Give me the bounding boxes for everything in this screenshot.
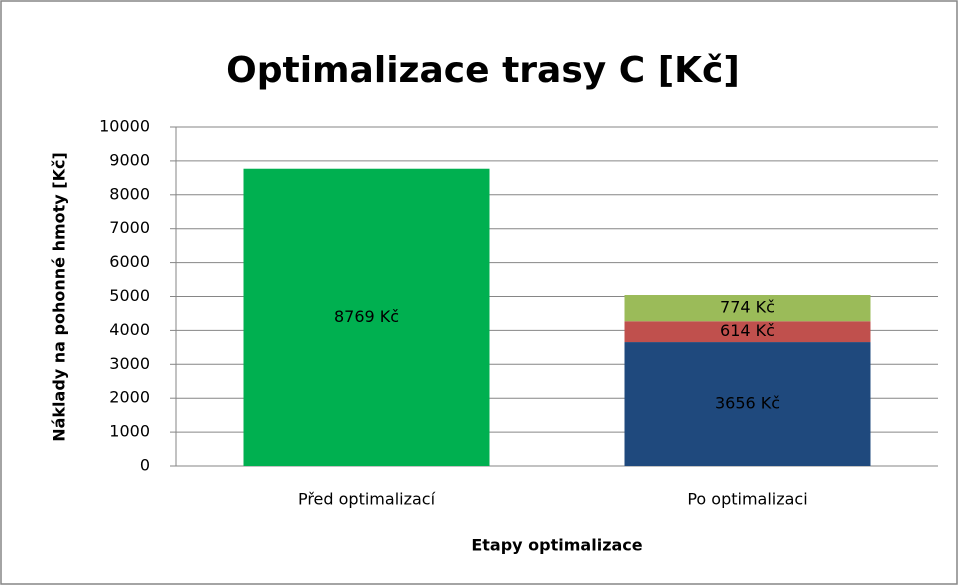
y-tick-label: 2000 [109, 388, 150, 407]
y-tick-label: 8000 [109, 184, 150, 203]
y-tick-label: 0 [140, 456, 150, 475]
data-label: 774 Kč [720, 298, 775, 317]
y-tick-label: 6000 [109, 252, 150, 271]
y-tick-label: 3000 [109, 354, 150, 373]
bar-segment [624, 321, 871, 343]
x-tick-label: Po optimalizaci [687, 490, 807, 509]
bar-segment [624, 342, 871, 466]
chart-title: Optimalizace trasy C [Kč] [226, 50, 740, 91]
data-label: 3656 Kč [715, 394, 780, 413]
bar-segment [624, 295, 871, 322]
y-tick-label: 10000 [99, 117, 150, 136]
data-label: 614 Kč [720, 321, 775, 340]
y-axis-label: Náklady na pohonné hmoty [Kč] [50, 152, 69, 442]
x-tick-label: Před optimalizací [298, 490, 436, 509]
y-tick-label: 7000 [109, 218, 150, 237]
y-tick-label: 4000 [109, 320, 150, 339]
data-label: 8769 Kč [334, 307, 399, 326]
y-tick-label: 5000 [109, 286, 150, 305]
y-tick-label: 9000 [109, 150, 150, 169]
x-axis-label: Etapy optimalizace [471, 536, 642, 555]
bar-segment [243, 168, 490, 466]
y-tick-label: 1000 [109, 422, 150, 441]
